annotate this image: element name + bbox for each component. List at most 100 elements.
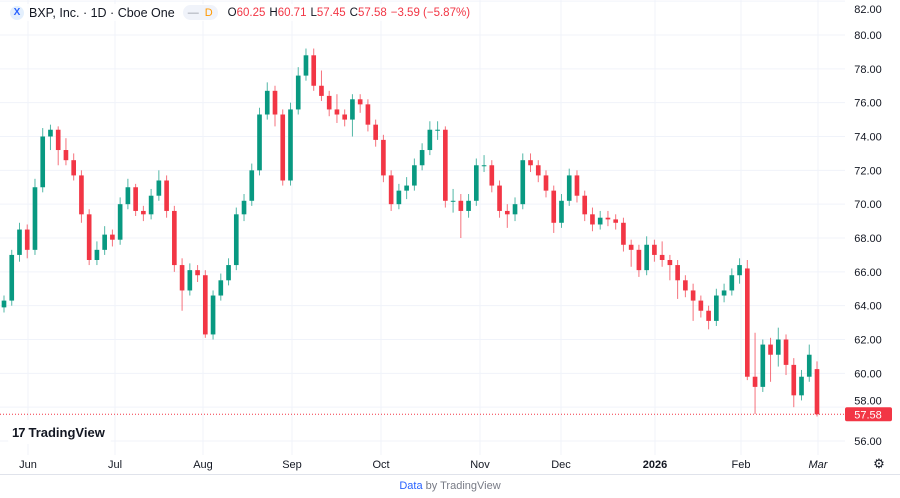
candle-down bbox=[535, 165, 541, 176]
candle-down bbox=[791, 364, 797, 396]
candle-up bbox=[288, 109, 293, 181]
candle-down bbox=[543, 175, 549, 191]
candle-up bbox=[512, 204, 518, 215]
time-tick-label: Oct bbox=[372, 459, 389, 471]
candle-down bbox=[172, 210, 177, 266]
candle-down bbox=[814, 369, 820, 415]
candle-up bbox=[450, 200, 456, 202]
candle-up bbox=[187, 270, 193, 291]
candle-down bbox=[497, 185, 502, 211]
candle-down bbox=[24, 229, 30, 250]
candle-up bbox=[226, 265, 231, 281]
price-tick-label: 74.00 bbox=[854, 132, 882, 144]
low-value: 57.45 bbox=[316, 6, 346, 19]
collapse-icon: — bbox=[187, 6, 199, 19]
candle-down bbox=[706, 310, 711, 321]
candle-up bbox=[520, 160, 526, 205]
candle-down bbox=[141, 210, 146, 215]
price-tick-label: 56.00 bbox=[854, 436, 882, 448]
candle-down bbox=[458, 200, 464, 211]
candle-down bbox=[272, 90, 278, 115]
candle-up bbox=[40, 136, 46, 188]
candle-up bbox=[435, 129, 440, 131]
candle-up bbox=[350, 99, 355, 120]
candle-down bbox=[659, 254, 665, 260]
candle-down bbox=[605, 217, 611, 220]
tradingview-logo[interactable]: 17 TradingView bbox=[8, 420, 111, 444]
indicator-pill[interactable]: — D bbox=[182, 5, 218, 20]
indicator-label: D bbox=[204, 6, 213, 19]
candle-down bbox=[334, 109, 340, 115]
change-value: −3.59 (−5.87%) bbox=[390, 6, 471, 19]
price-axis[interactable]: 56.00 58.00 60.00 62.00 64.00 66.00 68.00 70.00… bbox=[854, 4, 882, 448]
candle-down bbox=[280, 114, 286, 181]
candle-up bbox=[566, 175, 572, 201]
price-tick-label: 70.00 bbox=[854, 199, 882, 211]
candle-down bbox=[504, 210, 510, 215]
candle-down bbox=[311, 55, 317, 86]
candle-down bbox=[133, 187, 138, 211]
footer-divider bbox=[0, 474, 900, 475]
time-axis[interactable]: Jun Jul Aug Sep Oct Nov Dec 2026 Feb Mar bbox=[19, 459, 829, 471]
candle-down bbox=[783, 339, 789, 365]
candle-up bbox=[241, 200, 247, 215]
candle-up bbox=[775, 339, 781, 355]
price-tick-label: 72.00 bbox=[854, 165, 882, 177]
candle-up bbox=[17, 229, 22, 255]
last-price-label: 57.58 bbox=[854, 409, 882, 421]
candle-up bbox=[419, 150, 425, 166]
high-value: 60.71 bbox=[277, 6, 307, 19]
candle-up bbox=[9, 254, 15, 301]
candle-up bbox=[156, 180, 162, 196]
candle-down bbox=[55, 129, 61, 151]
grid-lines bbox=[0, 0, 845, 455]
candle-up bbox=[404, 185, 409, 191]
candle-up bbox=[264, 90, 270, 115]
candle-up bbox=[481, 165, 487, 167]
candle-up bbox=[427, 129, 433, 151]
candle-down bbox=[71, 160, 77, 176]
candle-up bbox=[218, 280, 224, 296]
tv-mark-icon: 17 bbox=[12, 424, 26, 440]
candle-down bbox=[365, 104, 371, 125]
price-tick-label: 64.00 bbox=[854, 301, 882, 313]
candle-down bbox=[319, 85, 324, 96]
candle-down bbox=[164, 180, 169, 211]
time-tick-label: Mar bbox=[809, 459, 829, 471]
candle-down bbox=[179, 265, 185, 291]
candlestick-chart[interactable]: 57.58 56.00 58.00 60.00 62.00 64.00 66.00 68.0… bbox=[0, 0, 900, 475]
candle-up bbox=[799, 376, 804, 396]
candle-down bbox=[744, 268, 750, 377]
candle-up bbox=[295, 75, 301, 110]
candle-down bbox=[443, 129, 448, 201]
candle-down bbox=[195, 270, 200, 276]
time-tick-label: Dec bbox=[551, 459, 571, 471]
candle-down bbox=[551, 190, 557, 223]
candle-up bbox=[473, 165, 479, 201]
candle-down bbox=[636, 249, 642, 271]
gear-icon[interactable]: ⚙ bbox=[873, 456, 885, 471]
last-price-line: 57.58 bbox=[0, 407, 892, 422]
candle-up bbox=[249, 170, 255, 201]
candle-up bbox=[806, 354, 812, 377]
candle-down bbox=[342, 114, 348, 120]
candle-up bbox=[48, 129, 53, 137]
price-tick-label: 78.00 bbox=[854, 64, 882, 76]
candle-up bbox=[737, 265, 742, 276]
candle-down bbox=[326, 95, 332, 110]
price-tick-label: 82.00 bbox=[854, 4, 882, 16]
time-tick-label: Jul bbox=[108, 459, 122, 471]
candle-up bbox=[233, 214, 239, 266]
price-tick-label: 66.00 bbox=[854, 267, 882, 279]
data-link[interactable]: Data bbox=[399, 480, 423, 492]
candle-down bbox=[388, 175, 394, 205]
candle-down bbox=[86, 214, 92, 260]
symbol-title[interactable]: BXP, Inc. · 1D · Cboe One bbox=[29, 5, 175, 20]
last-price-badge bbox=[845, 407, 892, 422]
price-tick-label: 58.00 bbox=[854, 395, 882, 407]
candle-up bbox=[117, 204, 123, 240]
close-label: C bbox=[349, 6, 358, 19]
price-tick-label: 76.00 bbox=[854, 98, 882, 110]
candle-down bbox=[628, 244, 634, 250]
